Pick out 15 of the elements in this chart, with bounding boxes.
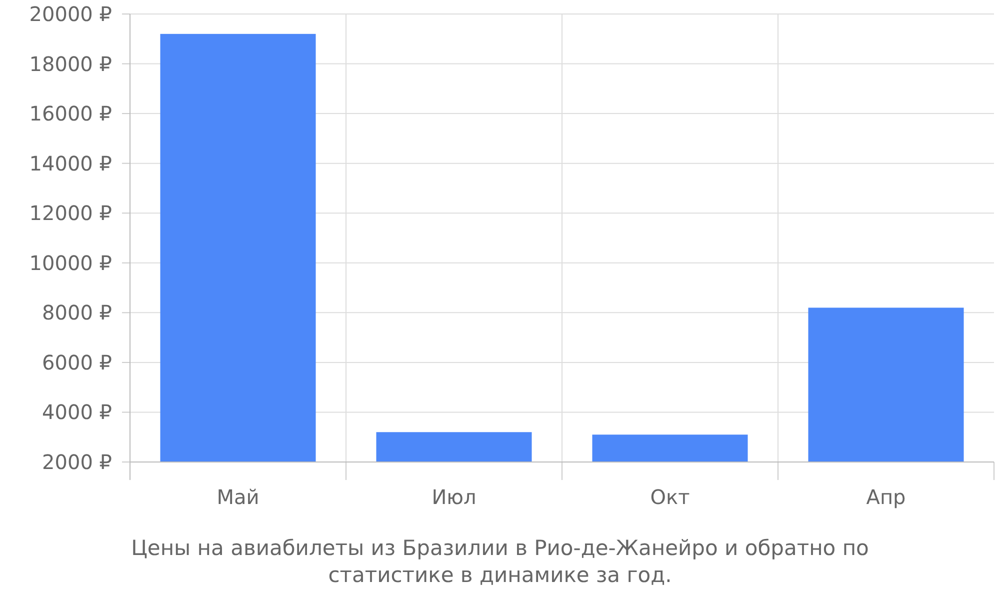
x-tick-label: Май <box>216 485 260 509</box>
x-tick-label: Окт <box>650 485 690 509</box>
y-tick-label: 6000 ₽ <box>42 350 112 374</box>
y-tick-label: 20000 ₽ <box>29 2 112 26</box>
text: Цены на авиабилеты из Бразилии в Рио-де-Жанейро и обратно по статистике в динамике за год. <box>131 536 869 587</box>
x-tick-label: Апр <box>866 485 906 509</box>
y-tick-label: 2000 ₽ <box>42 450 112 474</box>
y-tick-label: 16000 ₽ <box>29 102 112 126</box>
x-tick-label: Июл <box>432 485 476 509</box>
y-tick-label: 8000 ₽ <box>42 300 112 325</box>
y-tick-label: 4000 ₽ <box>42 400 112 424</box>
y-tick-label: 12000 ₽ <box>29 201 112 226</box>
y-tick-label: 14000 ₽ <box>29 151 112 176</box>
y-tick-label: 10000 ₽ <box>29 250 112 275</box>
y-tick-label: 18000 ₽ <box>29 52 112 76</box>
